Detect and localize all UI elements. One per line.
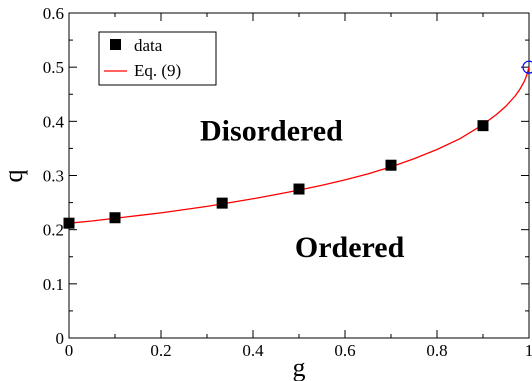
data-point <box>216 197 228 209</box>
legend-label-eq9: Eq. (9) <box>134 61 181 80</box>
data-point <box>293 183 305 195</box>
x-tick-label: 0.6 <box>334 341 355 360</box>
y-tick-label: 0.6 <box>43 4 64 23</box>
legend-marker-data <box>110 39 121 50</box>
data-point <box>109 212 121 224</box>
y-tick-label: 0.3 <box>43 167 64 186</box>
eq9-curve <box>68 66 530 224</box>
data-point <box>385 159 397 171</box>
tick-marks <box>68 12 530 339</box>
data-point <box>477 120 489 132</box>
y-tick-label: 0.1 <box>43 275 64 294</box>
x-tick-label: 0.4 <box>242 341 264 360</box>
region-annotations: Disordered Ordered <box>200 114 405 263</box>
y-tick-label: 0.4 <box>43 112 65 131</box>
data-point <box>63 217 75 229</box>
legend-label-data: data <box>134 36 163 55</box>
y-axis-title: q <box>0 170 28 183</box>
x-tick-labels: 0 0.2 0.4 0.6 0.8 1 <box>65 341 532 360</box>
y-tick-label: 0.2 <box>43 221 64 240</box>
y-tick-label: 0.5 <box>43 58 64 77</box>
legend: data Eq. (9) <box>98 31 217 86</box>
x-tick-label: 1 <box>525 341 532 360</box>
region-label-disordered: Disordered <box>200 114 343 147</box>
y-tick-label: 0 <box>56 329 65 348</box>
critical-point-marker <box>522 60 532 74</box>
x-axis-title: g <box>293 353 306 381</box>
series-layer <box>63 60 532 229</box>
region-label-ordered: Ordered <box>295 231 405 264</box>
y-tick-labels: 0 0.1 0.2 0.3 0.4 0.5 0.6 <box>43 4 65 348</box>
x-tick-label: 0.2 <box>150 341 171 360</box>
x-tick-label: 0 <box>65 341 74 360</box>
x-tick-label: 0.8 <box>426 341 447 360</box>
